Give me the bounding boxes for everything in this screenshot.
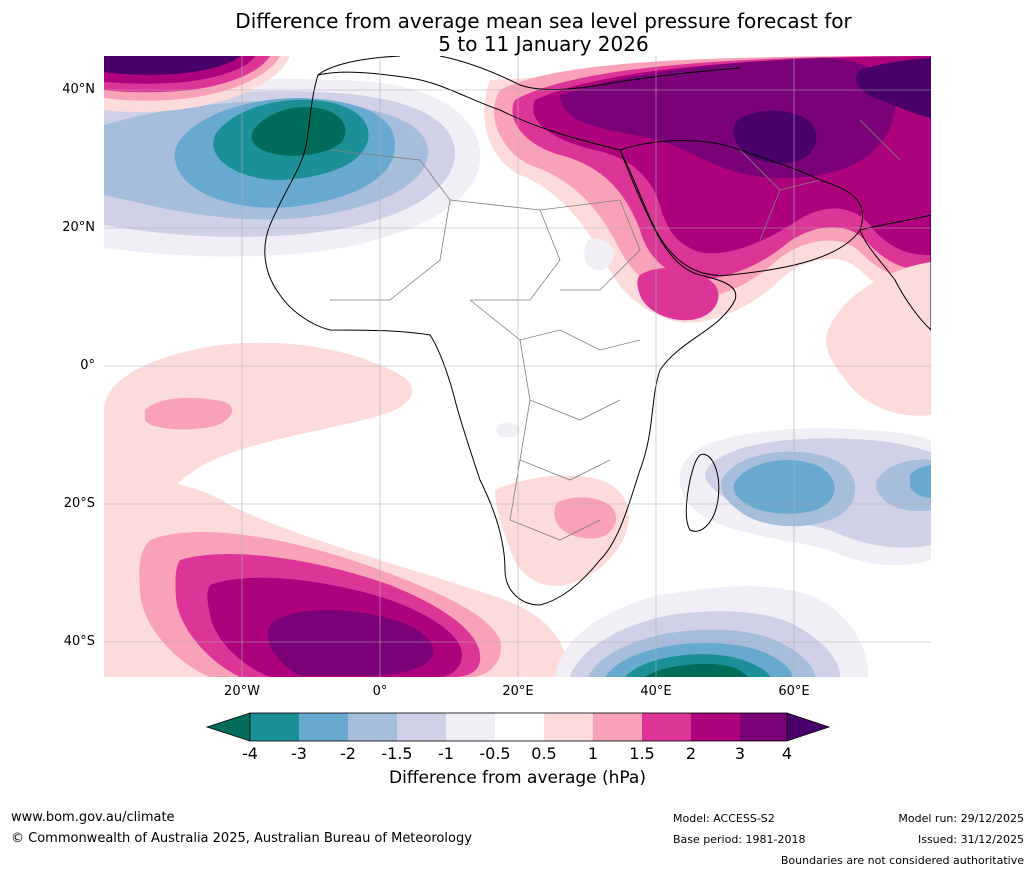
footer-copyright: © Commonwealth of Australia 2025, Austra… [11,831,472,846]
lat-label-20n: 20°N [62,220,95,235]
middle-east-high-anomaly [484,56,931,416]
top-left-high-anomaly [104,56,290,112]
footer-model: Model: ACCESS-S2 [673,812,775,825]
southern-africa-high-anomaly [495,422,629,586]
colorbar-tick-3: -2 [340,744,356,763]
lat-label-40s: 40°S [63,634,95,649]
lon-label-40e: 40°E [640,684,672,699]
colorbar-tick-11: 3 [734,744,746,763]
country-borders [329,119,901,541]
tropical-atlantic-high-anomaly [104,342,413,520]
colorbar-tick-9: 1.5 [629,744,655,763]
footer-model-run: Model run: 29/12/2025 [898,812,1024,825]
colorbar-tick-1: -4 [242,744,258,763]
lon-label-20w: 20°W [224,684,260,699]
colorbar-tick-10: 2 [685,744,697,763]
footer-website: www.bom.gov.au/climate [11,810,175,825]
colorbar-tick-7: 0.5 [531,744,557,763]
footer-disclaimer: Boundaries are not considered authoritat… [780,854,1024,867]
colorbar-tick-5: -1 [438,744,454,763]
indian-ocean-low-anomaly [555,586,869,677]
colorbar-label: Difference from average (hPa) [389,768,646,788]
lat-label-40n: 40°N [62,82,95,97]
south-atlantic-high-anomaly [104,470,566,677]
colorbar-tick-12: 4 [781,744,793,763]
lat-label-equator: 0° [80,358,95,373]
colorbar-tick-8: 1 [587,744,599,763]
europe-coastline [317,56,741,90]
title-line-1: Difference from average mean sea level p… [235,9,852,33]
footer-base-period: Base period: 1981-2018 [673,833,806,846]
north-atlantic-low-anomaly [104,78,481,257]
graticule [104,56,931,677]
lon-label-60e: 60°E [778,684,810,699]
map-plot-area [104,56,931,677]
footer-issued: Issued: 31/12/2025 [917,833,1024,846]
map-title: Difference from average mean sea level p… [0,10,1035,56]
lat-label-20s: 20°S [63,496,95,511]
india-coastline [859,214,931,331]
lon-label-20e: 20°E [502,684,534,699]
madagascar-low-anomaly [679,428,931,566]
madagascar-coastline [685,453,720,532]
colorbar-tick-2: -3 [291,744,307,763]
colorbar-tick-6: -0.5 [479,744,511,763]
lon-label-0: 0° [372,684,388,699]
title-line-2: 5 to 11 January 2026 [438,32,649,56]
coastlines [264,56,931,606]
colorbar-tick-4: -1.5 [381,744,413,763]
